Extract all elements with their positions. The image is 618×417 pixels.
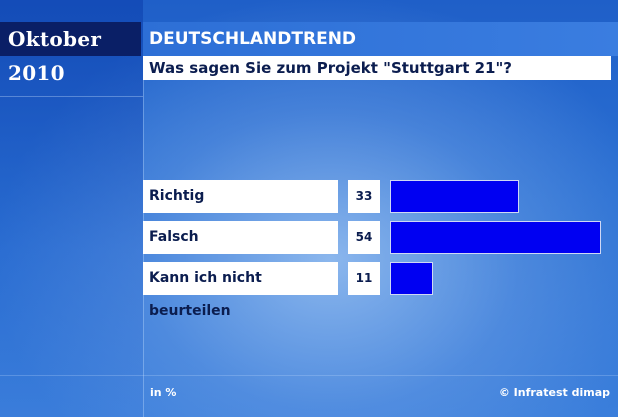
left-background-band — [0, 0, 143, 417]
brand-title: DEUTSCHLANDTREND — [143, 22, 618, 56]
bar-value-label: 11 — [348, 262, 380, 295]
bar-value-label: 33 — [348, 180, 380, 213]
unit-label: in % — [150, 386, 177, 399]
bar — [390, 262, 433, 295]
decorative-horizontal-line — [0, 96, 143, 97]
source-credit: © Infratest dimap — [498, 386, 610, 399]
bar-category-label: Kann ich nicht beurteilen — [143, 262, 338, 319]
bar — [390, 221, 601, 254]
bar-category-label: Richtig — [143, 180, 338, 213]
bar-category-label: Falsch — [143, 221, 338, 254]
bar-value-label: 54 — [348, 221, 380, 254]
chart-question: Was sagen Sie zum Projekt "Stuttgart 21"… — [143, 56, 611, 80]
bar — [390, 180, 519, 213]
footer-divider-line — [0, 375, 618, 376]
date-label: Oktober 2010 — [0, 22, 141, 85]
